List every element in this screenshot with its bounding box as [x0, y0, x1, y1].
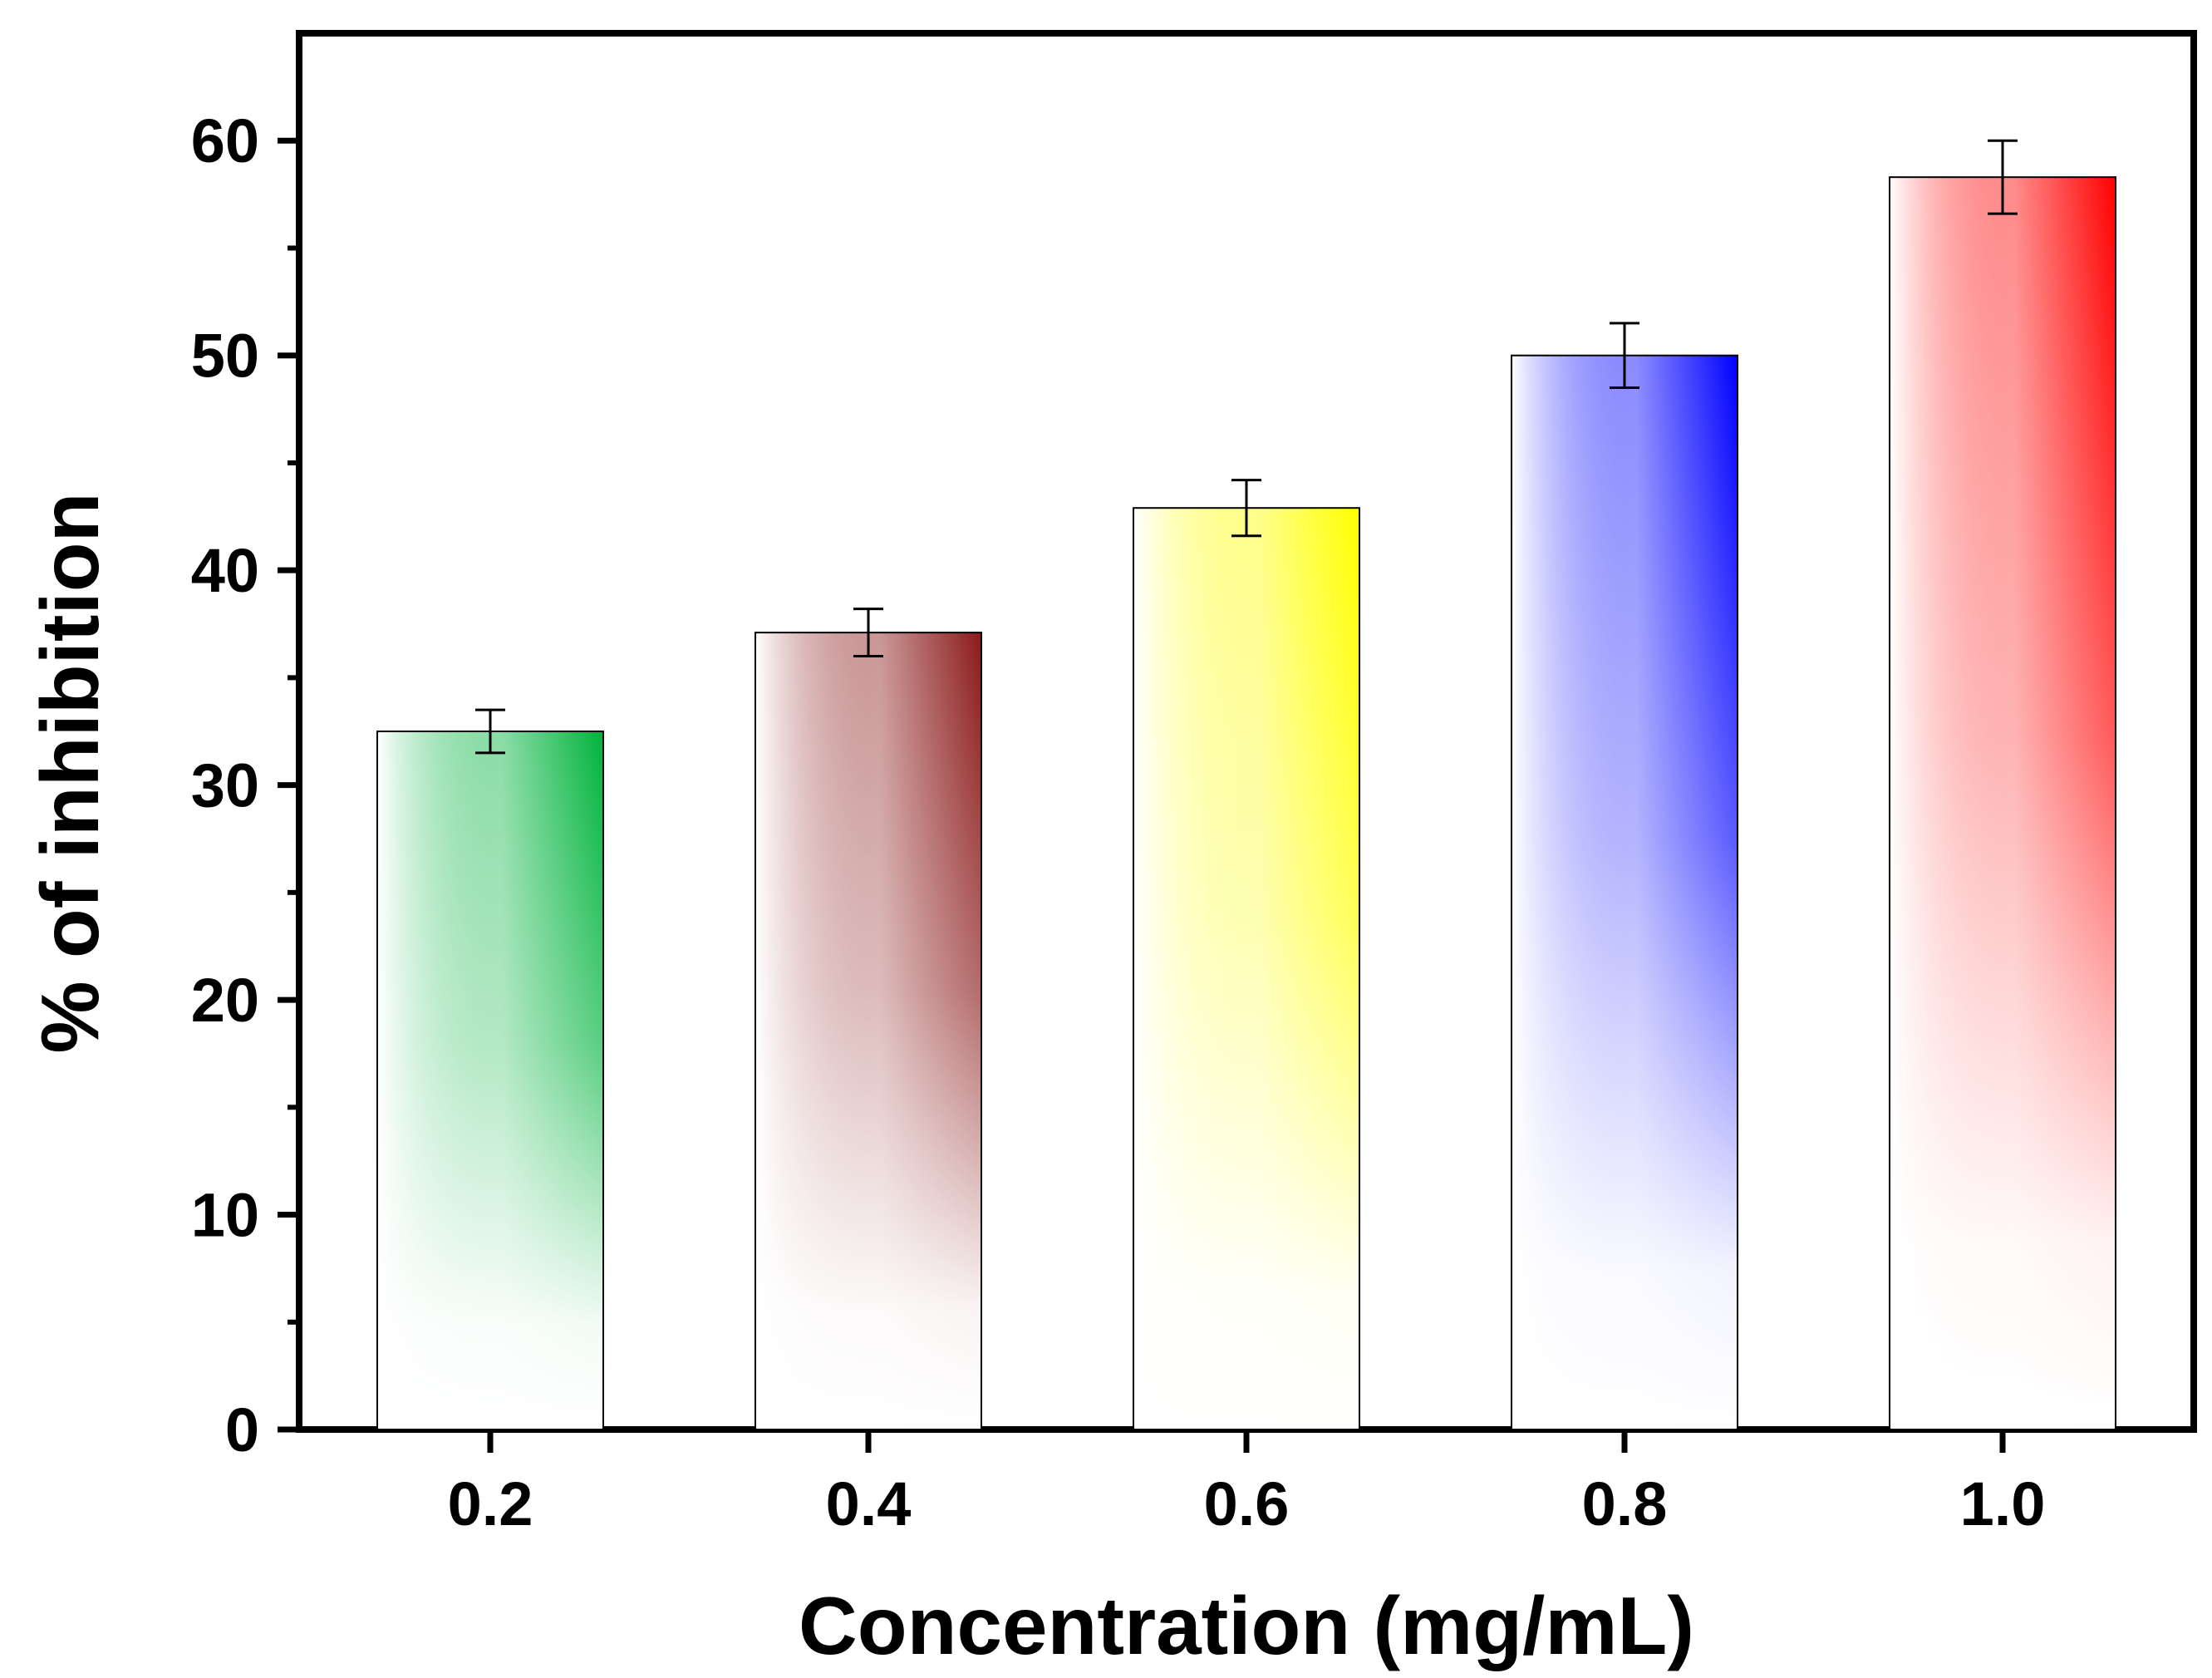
x-tick-label-0.8: 0.8 — [1582, 1469, 1668, 1538]
y-axis-ticks: 0 10 20 30 40 50 60 — [191, 106, 299, 1464]
y-tick-label-0: 0 — [225, 1395, 259, 1464]
error-bar-0.2 — [475, 708, 505, 755]
error-bar-0.4 — [853, 608, 883, 658]
x-tick-label-0.6: 0.6 — [1204, 1469, 1290, 1538]
error-bars-group — [475, 139, 2018, 755]
y-tick-label-30: 30 — [191, 751, 259, 820]
x-tick-label-0.4: 0.4 — [826, 1469, 912, 1538]
y-tick-label-60: 60 — [191, 106, 259, 175]
bar-fade-0.4 — [755, 632, 981, 1429]
y-tick-label-40: 40 — [191, 536, 259, 605]
x-axis-title: Concentration (mg/mL) — [799, 1580, 1694, 1671]
error-bar-0.8 — [1610, 322, 1639, 389]
y-tick-label-20: 20 — [191, 966, 259, 1035]
bar-fade-0.8 — [1512, 355, 1738, 1429]
bar-fade-0.2 — [377, 731, 603, 1429]
bar-fade-1.0 — [1890, 177, 2116, 1430]
y-tick-label-50: 50 — [191, 322, 259, 391]
bars-group — [376, 176, 2116, 1431]
bar-fade-0.6 — [1133, 508, 1359, 1430]
y-tick-label-10: 10 — [191, 1181, 259, 1250]
x-tick-label-0.2: 0.2 — [448, 1469, 533, 1538]
error-bar-0.6 — [1231, 479, 1261, 538]
x-tick-label-1.0: 1.0 — [1960, 1469, 2046, 1538]
x-axis-ticks: 0.2 0.4 0.6 0.8 1.0 — [448, 1429, 2046, 1538]
y-axis-title: % of inhibition — [24, 493, 116, 1054]
error-bar-1.0 — [1988, 139, 2018, 215]
